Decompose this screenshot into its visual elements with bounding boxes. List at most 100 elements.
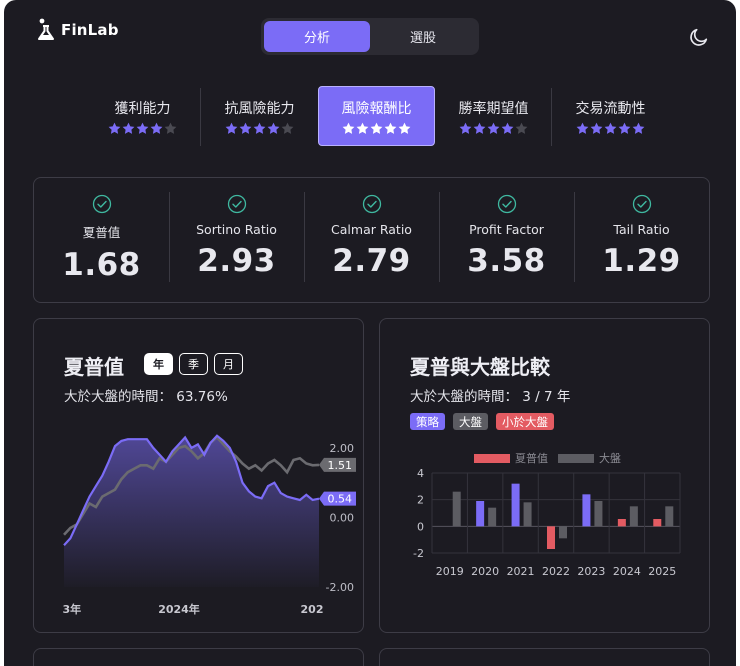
category-tab[interactable]: 獲利能力 — [84, 86, 201, 146]
legend-label: 大盤 — [599, 451, 621, 465]
check-circle-icon — [362, 194, 381, 214]
flask-icon — [38, 18, 54, 40]
tag-strategy: 策略 — [410, 413, 445, 430]
y-tick-label: 2.00 — [330, 442, 355, 455]
star-rating — [225, 122, 294, 135]
star-icon — [398, 122, 411, 134]
benchmark-bar — [629, 506, 638, 527]
tab-analysis[interactable]: 分析 — [264, 21, 370, 52]
x-tick-label: 2023 — [577, 565, 605, 578]
bottom-card-left — [33, 648, 364, 666]
benchmark-bar — [594, 501, 603, 527]
x-tick-label: 2022 — [542, 565, 570, 578]
y-tick-label: 2 — [417, 494, 424, 507]
category-tab[interactable]: 抗風險能力 — [200, 86, 318, 146]
star-icon — [356, 122, 369, 134]
x-tick-label: 23年 — [62, 602, 81, 616]
x-tick-label: 202 — [301, 603, 324, 616]
strategy-area — [64, 435, 319, 587]
check-circle-icon — [92, 194, 111, 214]
star-icon — [150, 122, 163, 134]
metric-label: Calmar Ratio — [331, 222, 412, 237]
legend-swatch-strategy — [474, 454, 510, 463]
legend-swatch-benchmark — [558, 454, 594, 463]
star-icon — [590, 122, 603, 134]
metric-item: Calmar Ratio 2.79 — [304, 178, 439, 302]
tag-benchmark: 大盤 — [453, 413, 488, 430]
benchmark-bar — [488, 507, 497, 527]
metric-label: Sortino Ratio — [196, 222, 277, 237]
moon-icon[interactable] — [688, 26, 710, 48]
strategy-bar — [511, 483, 520, 527]
metric-label: 夏普值 — [82, 225, 121, 240]
star-icon — [487, 122, 500, 134]
category-tab[interactable]: 交易流動性 — [551, 86, 669, 146]
star-icon — [164, 122, 177, 134]
category-label: 抗風險能力 — [224, 100, 295, 117]
logo[interactable]: FinLab — [35, 18, 119, 42]
metrics-panel: 夏普值 1.68 Sortino Ratio 2.93 Calmar Ratio 2.79… — [33, 177, 710, 303]
star-icon — [604, 122, 617, 134]
y-tick-label: -2.00 — [326, 581, 354, 594]
bottom-card-right — [379, 648, 710, 666]
metric-value: 2.79 — [332, 243, 411, 279]
app-name: FinLab — [61, 21, 119, 39]
benchmark-line — [63, 435, 320, 536]
check-circle-icon — [497, 194, 516, 214]
tag-below-benchmark: 小於大盤 — [496, 413, 554, 430]
compare-tags: 策略 大盤 小於大盤 — [410, 413, 554, 430]
sharpe-bar-chart: 夏普值 大盤 4 2 0 -2 2019 2020 2021 2022 2023 2024 2025 — [413, 451, 681, 578]
strategy-bar — [582, 494, 591, 527]
period-month-button[interactable]: 月 — [214, 353, 243, 375]
view-switcher: 分析 選股 — [261, 18, 479, 55]
strategy-bar — [653, 519, 662, 527]
category-tab[interactable]: 風險報酬比 — [318, 86, 435, 146]
star-icon — [618, 122, 631, 134]
benchmark-bar — [523, 502, 532, 527]
category-tabs: 獲利能力 抗風險能力 風險報酬比 勝率期望值 交易流動性 — [84, 86, 694, 150]
benchmark-bar — [665, 506, 674, 527]
star-icon — [473, 122, 486, 134]
metric-item: Profit Factor 3.58 — [439, 178, 574, 302]
value-badge — [319, 491, 356, 506]
metric-value: 1.68 — [62, 247, 141, 283]
star-icon — [267, 122, 280, 134]
category-label: 勝率期望值 — [458, 100, 529, 117]
star-icon — [576, 122, 589, 134]
star-icon — [122, 122, 135, 134]
metric-value: 1.29 — [602, 243, 681, 279]
metric-item: Tail Ratio 1.29 — [574, 178, 709, 302]
value-badge — [319, 457, 356, 472]
star-icon — [281, 122, 294, 134]
metric-value: 2.93 — [197, 243, 276, 279]
star-icon — [459, 122, 472, 134]
check-circle-icon — [227, 194, 246, 214]
benchmark-bar — [559, 526, 567, 539]
value-badge-label: 1.51 — [328, 459, 353, 472]
y-tick-label: 4 — [417, 467, 424, 480]
star-rating — [108, 122, 177, 135]
star-icon — [370, 122, 383, 134]
period-quarter-button[interactable]: 季 — [179, 353, 208, 375]
sharpe-line-chart: 2.00 0.00 -2.00 1.51 0.54 23年 2024年 202 — [62, 434, 356, 616]
legend-label: 夏普值 — [515, 451, 548, 465]
period-year-button[interactable]: 年 — [144, 353, 173, 375]
star-icon — [501, 122, 514, 134]
category-label: 交易流動性 — [575, 100, 646, 117]
y-tick-label: 0.00 — [330, 511, 355, 524]
metric-label: Profit Factor — [469, 222, 544, 237]
star-rating — [576, 122, 645, 135]
star-icon — [342, 122, 355, 134]
check-circle-icon — [632, 194, 651, 214]
metric-value: 3.58 — [467, 243, 546, 279]
y-tick-label: 0 — [417, 520, 424, 533]
category-label: 獲利能力 — [114, 100, 171, 117]
star-rating — [459, 122, 528, 135]
star-icon — [136, 122, 149, 134]
category-tab[interactable]: 勝率期望值 — [435, 86, 552, 146]
x-tick-label: 2020 — [471, 565, 499, 578]
x-tick-label: 2024年 — [158, 602, 200, 616]
star-icon — [384, 122, 397, 134]
tab-stock-picking[interactable]: 選股 — [409, 31, 436, 46]
compare-card-title: 夏普與大盤比較 — [410, 355, 550, 379]
